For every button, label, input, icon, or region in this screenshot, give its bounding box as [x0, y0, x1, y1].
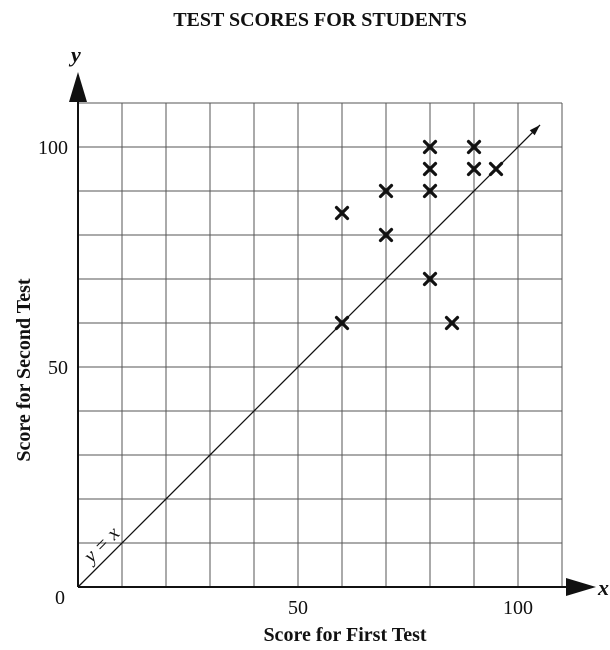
grid — [78, 102, 563, 587]
data-point — [444, 315, 460, 331]
y-tick-label: 50 — [48, 357, 68, 379]
x-tick-label: 50 — [288, 597, 308, 619]
x-axis-symbol: x — [597, 575, 609, 600]
y-axis-arrow — [69, 72, 87, 102]
reference-line-arrow — [529, 125, 540, 136]
data-point — [422, 161, 438, 177]
data-point — [334, 205, 350, 221]
data-point — [378, 183, 394, 199]
x-axis-label: Score for First Test — [263, 624, 426, 646]
data-point — [378, 227, 394, 243]
x-axis-arrow — [566, 578, 596, 596]
data-point — [488, 161, 504, 177]
data-point — [422, 271, 438, 287]
y-axis-symbol: y — [68, 42, 81, 67]
data-point — [422, 183, 438, 199]
y-tick-label: 100 — [38, 137, 68, 159]
origin-label: 0 — [55, 587, 65, 609]
data-points — [334, 139, 504, 331]
data-point — [334, 315, 350, 331]
reference-line-label: y = x — [78, 522, 124, 568]
x-tick-label: 100 — [503, 597, 533, 619]
tick-labels: 50 100 50 100 — [38, 137, 533, 619]
reference-line-group: y = x — [77, 124, 541, 588]
data-point — [466, 139, 482, 155]
chart-title: TEST SCORES FOR STUDENTS — [173, 9, 467, 31]
data-point — [422, 139, 438, 155]
data-point — [466, 161, 482, 177]
y-axis-label: Score for Second Test — [13, 278, 35, 461]
reference-line — [77, 124, 541, 588]
